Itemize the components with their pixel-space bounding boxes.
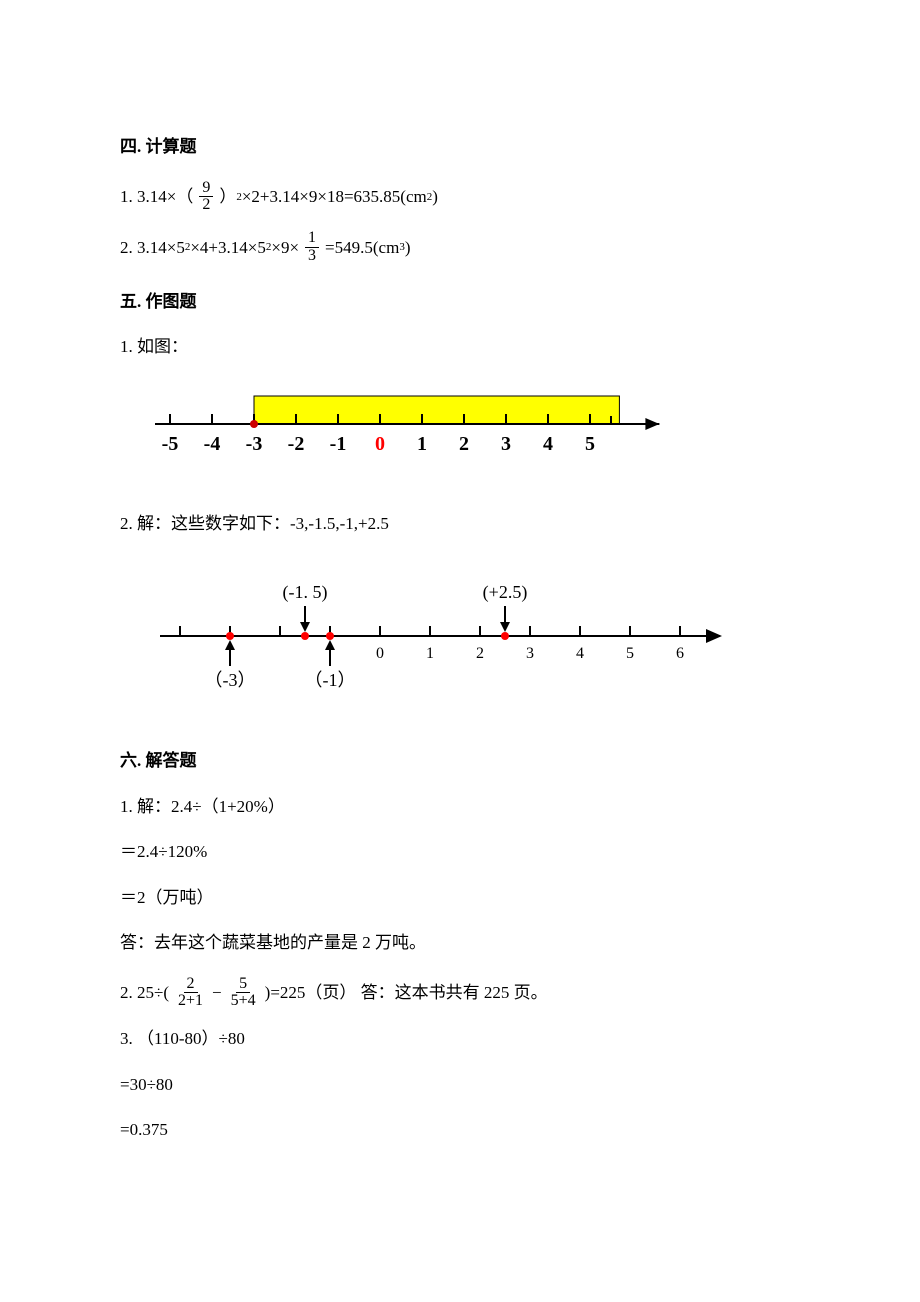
numerator: 2 <box>184 976 198 994</box>
denominator: 3 <box>305 248 319 265</box>
text: =549.5(cm <box>325 235 399 261</box>
s5-q2-intro: 2. 解：这些数字如下：-3,-1.5,-1,+2.5 <box>120 511 800 537</box>
number-line-1: -5 -4 -3 -2 -1 0 1 2 3 4 5 <box>140 384 800 482</box>
numerator: 1 <box>305 230 319 248</box>
s6-q1-l1: 1. 解：2.4÷（1+20%） <box>120 794 800 820</box>
text: ） <box>219 184 236 210</box>
s4-q2: 2. 3.14×5 2 ×4+3.14×5 2 ×9× 1 3 =549.5(c… <box>120 230 800 265</box>
svg-text:(+2.5): (+2.5) <box>483 582 528 603</box>
svg-text:1: 1 <box>417 433 427 455</box>
svg-text:-4: -4 <box>204 433 221 455</box>
s6-q3-l3: =0.375 <box>120 1117 800 1143</box>
s6-q1-l3: ＝2（万吨） <box>120 885 800 911</box>
svg-text:3: 3 <box>526 645 534 662</box>
svg-text:4: 4 <box>543 433 553 455</box>
section-4-heading: 四. 计算题 <box>120 134 800 160</box>
svg-text:（-3）: （-3） <box>205 670 256 690</box>
svg-text:0: 0 <box>376 645 384 662</box>
s5-q1-intro: 1. 如图： <box>120 334 800 360</box>
numerator: 9 <box>199 180 213 198</box>
denominator: 5+4 <box>228 993 259 1010</box>
number-line-1-svg: -5 -4 -3 -2 -1 0 1 2 3 4 5 <box>140 384 700 474</box>
svg-text:1: 1 <box>426 645 434 662</box>
svg-text:-2: -2 <box>288 433 305 455</box>
section-6-heading: 六. 解答题 <box>120 748 800 774</box>
text: − <box>212 980 222 1006</box>
denominator: 2 <box>199 197 213 214</box>
s6-q1-l2: ＝2.4÷120% <box>120 839 800 865</box>
svg-text:（-1）: （-1） <box>305 670 356 690</box>
fraction: 9 2 <box>199 180 213 215</box>
svg-text:(-1. 5): (-1. 5) <box>283 582 328 603</box>
number-line-2-svg: 0 1 2 3 4 5 6 （-3） (-1. 5) （-1） (+2.5) <box>140 561 760 711</box>
svg-text:0: 0 <box>375 433 385 455</box>
svg-text:5: 5 <box>585 433 595 455</box>
text: ×9× <box>271 235 299 261</box>
svg-text:-3: -3 <box>246 433 263 455</box>
text: ) <box>432 184 438 210</box>
svg-text:5: 5 <box>626 645 634 662</box>
s6-q3-l1: 3. （110-80）÷80 <box>120 1026 800 1052</box>
svg-text:2: 2 <box>459 433 469 455</box>
svg-text:-1: -1 <box>330 433 347 455</box>
fraction: 2 2+1 <box>175 976 206 1011</box>
section-5-heading: 五. 作图题 <box>120 289 800 315</box>
text: 2. 3.14×5 <box>120 235 185 261</box>
fraction: 1 3 <box>305 230 319 265</box>
text: )=225（页） 答：这本书共有 225 页。 <box>265 980 548 1006</box>
svg-text:2: 2 <box>476 645 484 662</box>
numerator: 5 <box>236 976 250 994</box>
text: 1. 3.14×（ <box>120 184 193 210</box>
svg-text:-5: -5 <box>162 433 179 455</box>
s6-q3-l2: =30÷80 <box>120 1072 800 1098</box>
number-line-2: 0 1 2 3 4 5 6 （-3） (-1. 5) （-1） (+2.5) <box>140 561 800 719</box>
text: ) <box>405 235 411 261</box>
svg-text:6: 6 <box>676 645 684 662</box>
fraction: 5 5+4 <box>228 976 259 1011</box>
s4-q1: 1. 3.14×（ 9 2 ） 2 ×2+3.14×9×18=635.85(cm… <box>120 180 800 215</box>
svg-text:4: 4 <box>576 645 584 662</box>
text: ×4+3.14×5 <box>190 235 266 261</box>
s6-q1-l4: 答：去年这个蔬菜基地的产量是 2 万吨。 <box>120 930 800 956</box>
text: ×2+3.14×9×18=635.85(cm <box>242 184 427 210</box>
document-page: 四. 计算题 1. 3.14×（ 9 2 ） 2 ×2+3.14×9×18=63… <box>0 0 920 1223</box>
denominator: 2+1 <box>175 993 206 1010</box>
text: 2. 25÷( <box>120 980 169 1006</box>
s6-q2: 2. 25÷( 2 2+1 − 5 5+4 )=225（页） 答：这本书共有 2… <box>120 976 800 1011</box>
svg-text:3: 3 <box>501 433 511 455</box>
